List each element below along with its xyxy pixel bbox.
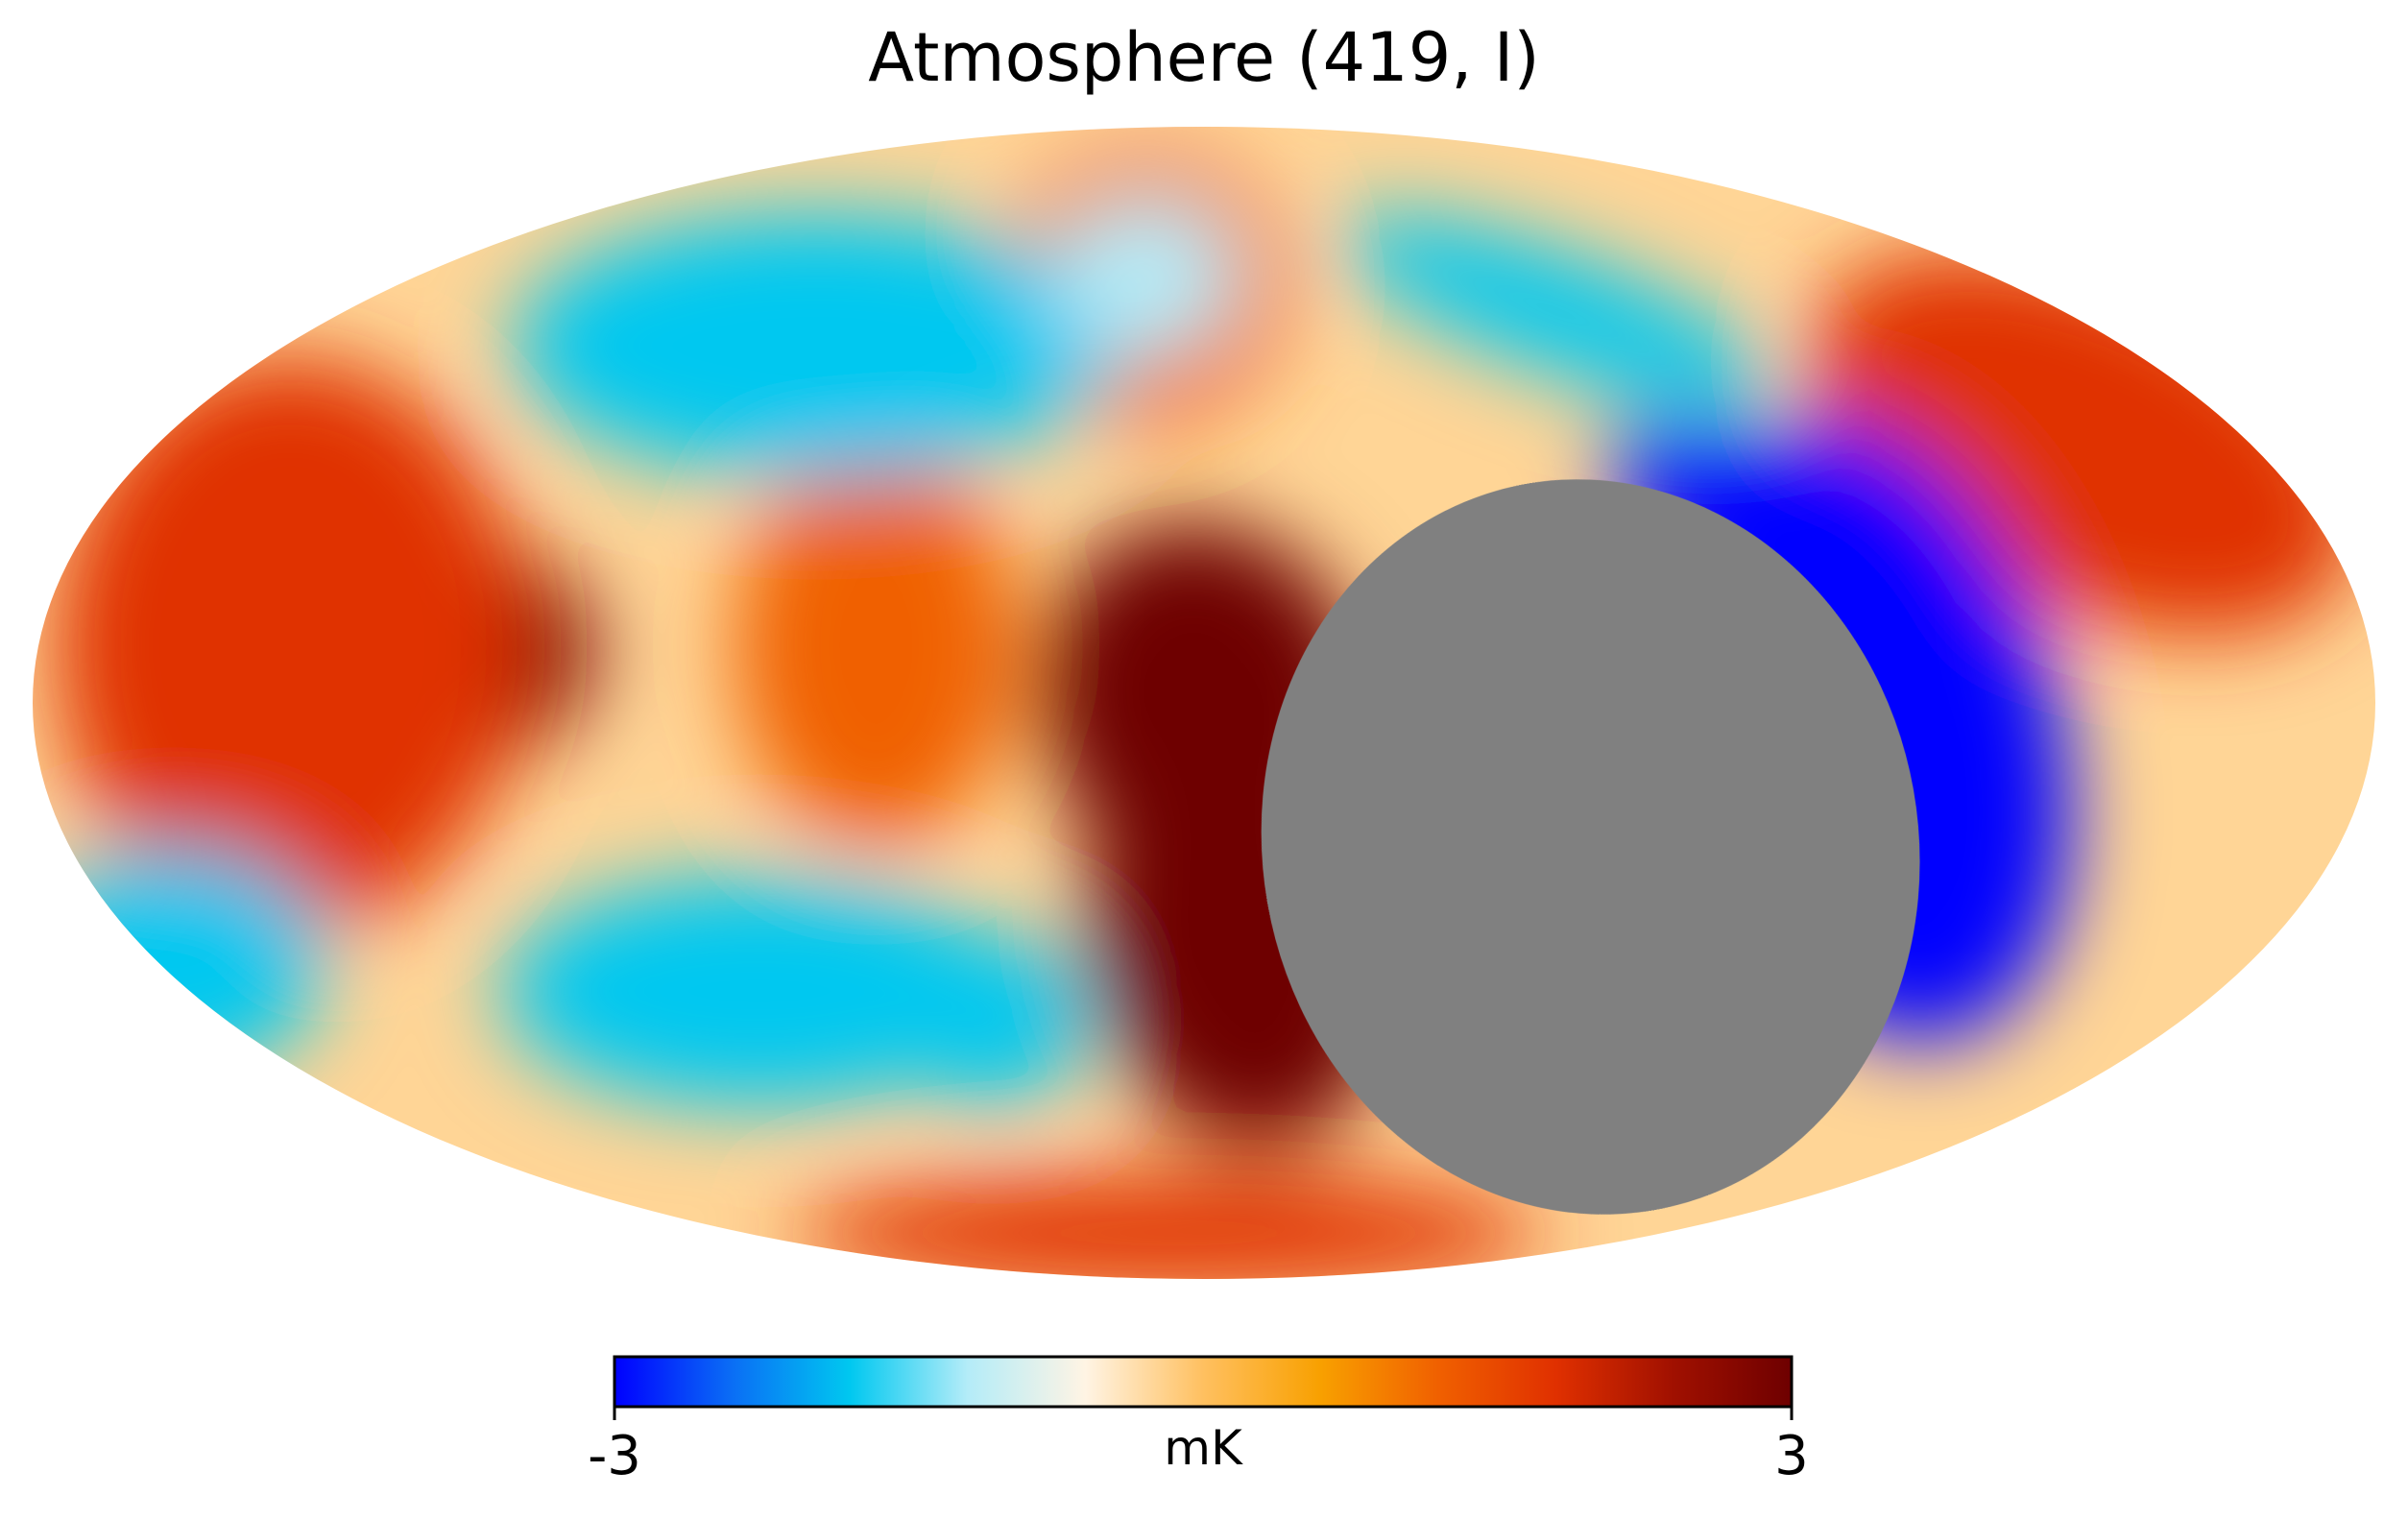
cold-region-16 (33, 847, 325, 1077)
cold-region-11 (1334, 214, 1777, 408)
cold-region-12 (513, 213, 1122, 478)
chart-title: Atmosphere (419, I) (868, 18, 1540, 97)
colorbar-min-label: -3 (588, 1425, 641, 1487)
cold-region-10 (1609, 421, 1923, 639)
cold-region-15 (899, 933, 1087, 1106)
warm-region-7 (735, 444, 1017, 847)
masked-region (1261, 479, 1920, 1215)
warm-region-4 (56, 357, 525, 933)
colorbar-unit-label: mK (1164, 1420, 1243, 1476)
warm-region-6 (794, 1175, 1544, 1279)
cold-region-13 (1051, 196, 1240, 357)
colorbar (613, 1355, 1794, 1409)
cold-region-14 (501, 876, 1017, 1106)
colorbar-max-label: 3 (1774, 1425, 1809, 1487)
